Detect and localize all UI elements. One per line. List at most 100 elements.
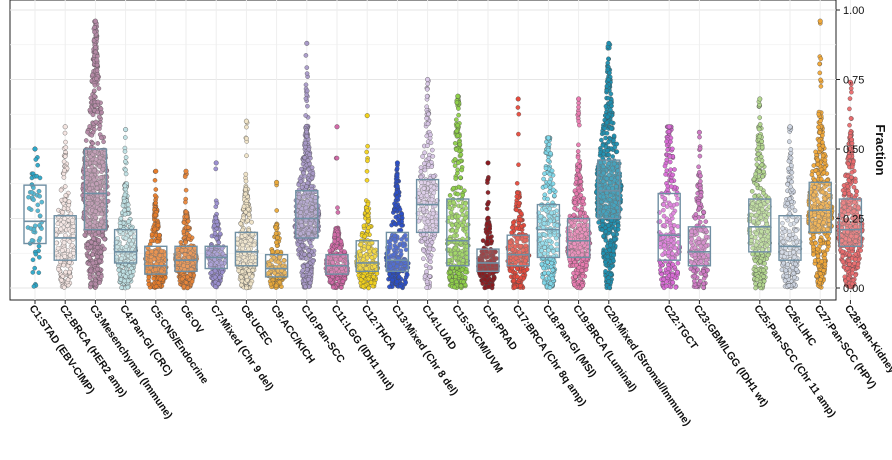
max-point <box>153 168 159 174</box>
data-point <box>244 124 249 130</box>
data-point <box>337 245 342 251</box>
data-point <box>514 207 519 213</box>
data-point <box>60 210 65 215</box>
data-point <box>102 246 107 252</box>
data-point <box>387 284 392 290</box>
data-point <box>157 276 163 282</box>
data-point <box>157 232 162 238</box>
data-point <box>152 226 158 232</box>
data-point <box>66 199 72 204</box>
data-point <box>244 153 249 158</box>
data-point <box>37 223 42 228</box>
data-point <box>95 266 100 272</box>
data-point <box>95 109 100 115</box>
data-point <box>518 283 523 289</box>
data-point <box>212 274 218 280</box>
data-point <box>368 280 374 285</box>
data-point <box>101 139 106 145</box>
data-point <box>360 284 366 289</box>
data-point <box>90 112 96 118</box>
data-point <box>448 269 453 275</box>
data-point <box>128 273 134 279</box>
data-point <box>220 270 225 275</box>
data-point <box>96 114 102 120</box>
data-point <box>93 281 98 287</box>
data-point <box>307 253 312 258</box>
data-point <box>87 107 93 113</box>
data-point <box>154 239 160 244</box>
data-point <box>92 93 97 99</box>
data-point <box>246 206 251 212</box>
data-point <box>399 215 405 221</box>
data-point <box>274 240 279 245</box>
data-point <box>524 267 530 272</box>
data-point <box>153 200 158 206</box>
data-point <box>62 254 67 259</box>
max-point <box>545 135 551 141</box>
data-point <box>94 57 100 63</box>
data-point <box>270 249 275 254</box>
data-point <box>32 265 37 271</box>
data-point <box>371 274 376 280</box>
data-point <box>454 117 459 122</box>
data-point <box>153 212 158 218</box>
data-point <box>374 271 380 276</box>
data-point <box>427 246 433 252</box>
points-layer <box>25 18 865 291</box>
data-point <box>452 163 458 169</box>
data-point <box>91 236 96 241</box>
data-point <box>545 196 550 202</box>
data-point <box>511 220 516 225</box>
data-point <box>514 266 520 271</box>
data-point <box>95 99 101 105</box>
data-point <box>545 147 551 153</box>
data-point <box>365 158 370 164</box>
data-point <box>394 279 400 285</box>
data-point <box>61 285 67 290</box>
data-point <box>243 171 249 177</box>
data-point <box>449 278 455 283</box>
data-point <box>486 284 491 289</box>
data-point <box>123 135 128 140</box>
data-point <box>297 246 302 252</box>
data-point <box>67 269 72 275</box>
data-point <box>249 219 254 225</box>
data-point <box>62 184 68 189</box>
data-point <box>29 238 35 243</box>
data-point <box>248 281 254 287</box>
data-point <box>123 274 128 279</box>
data-point <box>426 111 431 117</box>
data-point <box>486 199 491 205</box>
data-point <box>99 274 104 279</box>
data-point <box>123 171 129 177</box>
data-point <box>403 280 408 285</box>
data-point <box>37 235 43 241</box>
data-point <box>485 178 490 183</box>
data-point <box>217 231 223 236</box>
data-point <box>424 116 429 121</box>
data-point <box>33 157 39 162</box>
data-point <box>398 227 404 233</box>
data-point <box>97 123 103 129</box>
data-point <box>396 274 402 280</box>
data-point <box>303 140 308 146</box>
data-point <box>183 187 189 193</box>
data-point <box>365 218 371 224</box>
data-point <box>543 184 549 189</box>
data-point <box>458 283 464 289</box>
max-point <box>425 76 431 82</box>
data-point <box>485 215 491 221</box>
data-point <box>509 230 514 235</box>
data-point <box>152 193 158 198</box>
data-point <box>183 240 188 245</box>
data-point <box>88 268 94 274</box>
data-point <box>119 285 124 290</box>
data-point <box>214 236 219 241</box>
data-point <box>362 233 368 239</box>
data-point <box>152 178 158 183</box>
data-point <box>29 190 35 195</box>
max-point <box>455 93 461 99</box>
data-point <box>243 187 248 192</box>
data-point <box>155 223 161 228</box>
